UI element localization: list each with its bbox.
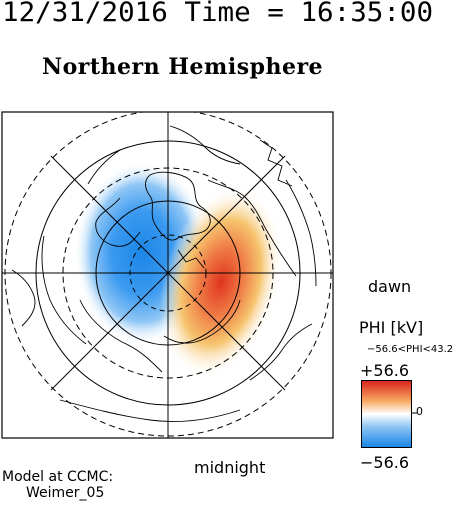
polar-map [1,111,334,439]
coastlines [11,125,317,422]
colorbar-zero-tick [412,412,417,414]
dawn-label: dawn [368,277,412,296]
colorbar-title: PHI [kV] [359,318,424,337]
colorbar-max-label: +56.6 [360,361,410,380]
model-name: Weimer_05 [26,485,105,501]
midnight-label: midnight [194,458,266,477]
colorbar-min-label: −56.6 [360,453,410,472]
meridians [2,112,333,438]
hemisphere-title: Northern Hemisphere [42,54,324,80]
colorbar-range: −56.6<PHI<43.2 [367,344,454,355]
datetime-title: 12/31/2016 Time = 16:35:00 [2,0,434,28]
colorbar [361,380,412,448]
colorbar-zero-label: 0 [416,405,423,418]
model-label: Model at CCMC: [2,469,114,485]
